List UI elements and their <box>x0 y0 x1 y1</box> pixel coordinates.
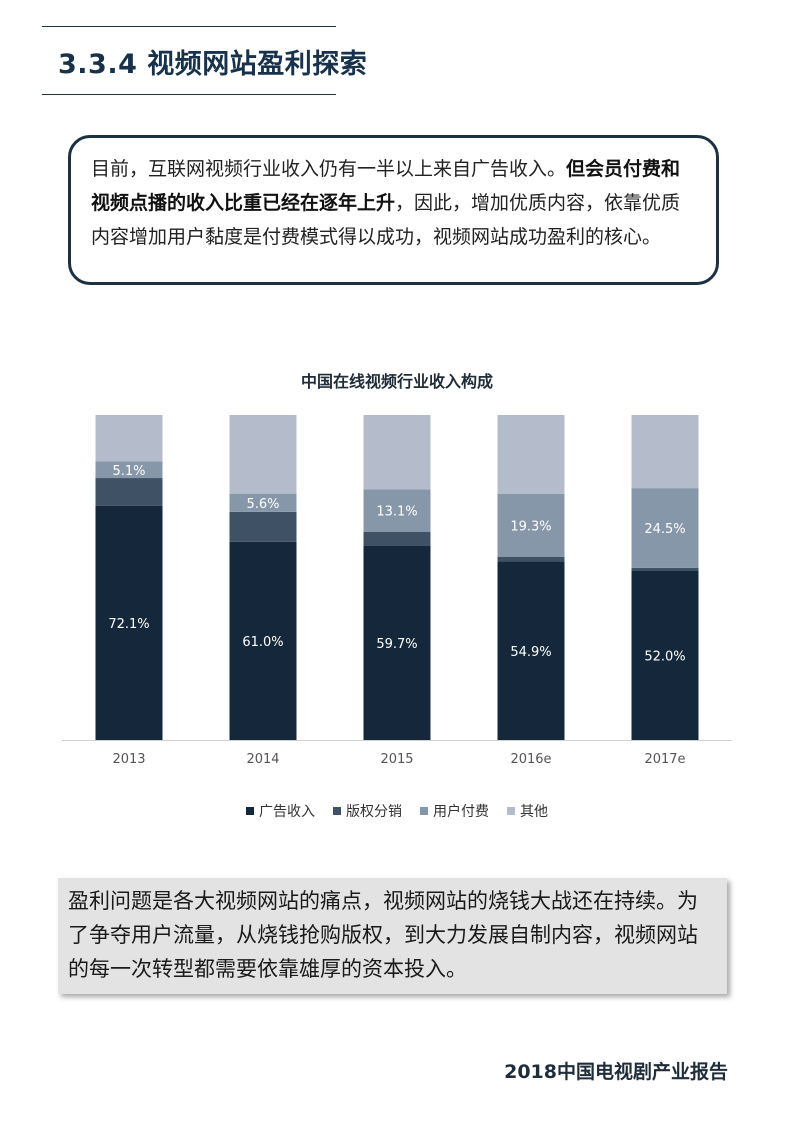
data-label-2013-s0: 72.1% <box>108 617 149 632</box>
data-label-2015-s2: 13.1% <box>376 505 417 520</box>
bar-segment-2015-s2 <box>363 489 431 532</box>
bar-segment-2014-s3 <box>229 415 297 494</box>
x-tick-label-2017e: 2017e <box>644 752 685 767</box>
bar-segment-2016e-s1 <box>497 556 565 562</box>
title-rule-bottom <box>42 94 336 95</box>
legend-item: 其他 <box>507 801 548 821</box>
bar-segment-2013-s3 <box>95 415 163 462</box>
legend-label: 广告收入 <box>259 804 315 820</box>
bar-segment-2017e-s1 <box>631 567 699 571</box>
legend-swatch <box>333 807 341 815</box>
title-rule-top <box>42 26 336 27</box>
bar-segment-2014-s0 <box>229 541 297 740</box>
bar-segment-2017e-s2 <box>631 488 699 568</box>
bar-segment-2016e-s3 <box>497 415 565 494</box>
data-label-2014-s0: 61.0% <box>242 635 283 650</box>
data-label-2014-s2: 5.6% <box>246 497 279 512</box>
data-label-2017e-s0: 52.0% <box>644 650 685 665</box>
bar-segment-2013-s0 <box>95 505 163 740</box>
data-label-2017e-s2: 24.5% <box>644 522 685 537</box>
report-footer: 2018中国电视剧产业报告 <box>504 1061 728 1083</box>
outro-text: 盈利问题是各大视频网站的痛点，视频网站的烧钱大战还在持续。为了争夺用户流量，从烧… <box>68 889 698 981</box>
chart-title: 中国在线视频行业收入构成 <box>300 372 493 391</box>
bar-segment-2017e-s0 <box>631 571 699 740</box>
legend-item: 广告收入 <box>246 801 315 821</box>
x-tick-label-2016e: 2016e <box>510 752 551 767</box>
data-label-2013-s2: 5.1% <box>112 464 145 479</box>
intro-callout: 目前，互联网视频行业收入仍有一半以上来自广告收入。但会员付费和视频点播的收入比重… <box>68 135 719 285</box>
bar-segment-2016e-s2 <box>497 493 565 557</box>
section-title: 3.3.4 视频网站盈利探索 <box>58 49 368 80</box>
x-tick-label-2013: 2013 <box>112 752 145 767</box>
data-label-2016e-s2: 19.3% <box>510 519 551 534</box>
legend-label: 用户付费 <box>433 804 489 820</box>
outro-callout: 盈利问题是各大视频网站的痛点，视频网站的烧钱大战还在持续。为了争夺用户流量，从烧… <box>58 878 727 994</box>
x-tick-label-2014: 2014 <box>246 752 279 767</box>
bar-segment-2013-s1 <box>95 478 163 506</box>
legend-item: 用户付费 <box>420 801 489 821</box>
bar-segment-2013-s2 <box>95 461 163 479</box>
bar-segment-2015-s1 <box>363 532 431 546</box>
revenue-composition-chart: 72.1% 5.1% 2013 61.0% 5.6% 2014 59.7% 13.1% 2015… <box>62 415 732 767</box>
legend-swatch <box>246 807 254 815</box>
bar-segment-2015-s3 <box>363 415 431 490</box>
legend-swatch <box>420 807 428 815</box>
legend-item: 版权分销 <box>333 801 402 821</box>
data-label-2016e-s0: 54.9% <box>510 645 551 660</box>
intro-text-bold: 但会员付费和视频点播的收入比重已经在逐年上升 <box>91 158 681 214</box>
chart-legend: 广告收入 版权分销 用户付费 其他 <box>0 801 794 821</box>
bar-segment-2017e-s3 <box>631 415 699 489</box>
bar-segment-2016e-s0 <box>497 561 565 740</box>
bar-segment-2014-s2 <box>229 493 297 512</box>
legend-label: 其他 <box>520 804 548 820</box>
intro-text-2: ，因此，增加优质内容，依靠优质内容增加用户黏度是付费模式得以成功，视频网站成功盈… <box>91 192 681 248</box>
legend-swatch <box>507 807 515 815</box>
intro-text-1: 目前，互联网视频行业收入仍有一半以上来自广告收入。 <box>91 158 567 180</box>
legend-label: 版权分销 <box>346 804 402 820</box>
data-label-2015-s0: 59.7% <box>376 637 417 652</box>
bar-segment-2015-s0 <box>363 545 431 740</box>
bar-segment-2014-s1 <box>229 511 297 542</box>
x-tick-label-2015: 2015 <box>380 752 413 767</box>
